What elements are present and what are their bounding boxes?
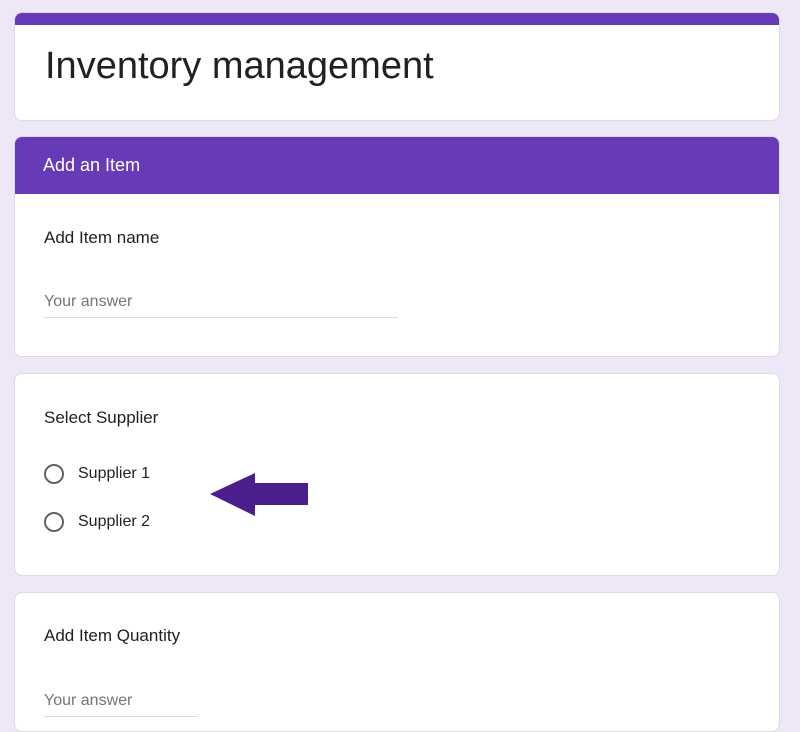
section-title: Add an Item bbox=[15, 137, 779, 194]
option-label: Supplier 2 bbox=[78, 513, 151, 530]
radio-button[interactable] bbox=[44, 464, 64, 484]
form-title: Inventory management bbox=[45, 45, 434, 87]
item-name-input[interactable] bbox=[44, 293, 398, 318]
radio-option-supplier-1[interactable]: Supplier 1 bbox=[44, 464, 150, 484]
radio-option-supplier-2[interactable]: Supplier 2 bbox=[44, 512, 150, 532]
question-card-supplier: Select Supplier Supplier 1 Supplier 2 bbox=[14, 373, 780, 576]
form-header-card: Inventory management bbox=[14, 12, 780, 121]
question-card-item-name: Add an Item Add Item name bbox=[14, 136, 780, 357]
arrow-left-icon bbox=[210, 473, 308, 516]
option-label: Supplier 1 bbox=[78, 465, 151, 482]
question-label: Select Supplier bbox=[44, 408, 159, 427]
question-label: Add Item Quantity bbox=[44, 626, 181, 645]
question-card-quantity: Add Item Quantity bbox=[14, 592, 780, 732]
radio-button[interactable] bbox=[44, 512, 64, 532]
question-label: Add Item name bbox=[44, 228, 160, 247]
item-quantity-input[interactable] bbox=[44, 692, 198, 717]
accent-bar bbox=[15, 13, 779, 25]
